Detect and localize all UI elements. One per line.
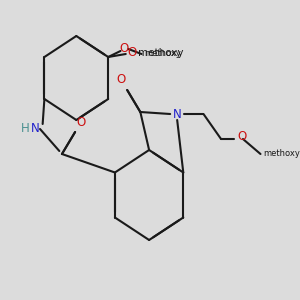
Text: O: O: [238, 130, 247, 143]
Text: methoxy: methoxy: [138, 48, 184, 58]
Text: methoxy: methoxy: [144, 50, 181, 58]
Text: O: O: [77, 116, 86, 129]
Text: O: O: [119, 43, 129, 56]
Text: N: N: [173, 107, 182, 121]
Text: O: O: [128, 46, 137, 59]
Text: H: H: [21, 122, 29, 136]
Text: O: O: [116, 73, 125, 86]
Text: methoxy: methoxy: [263, 149, 300, 158]
Text: N: N: [31, 122, 40, 136]
